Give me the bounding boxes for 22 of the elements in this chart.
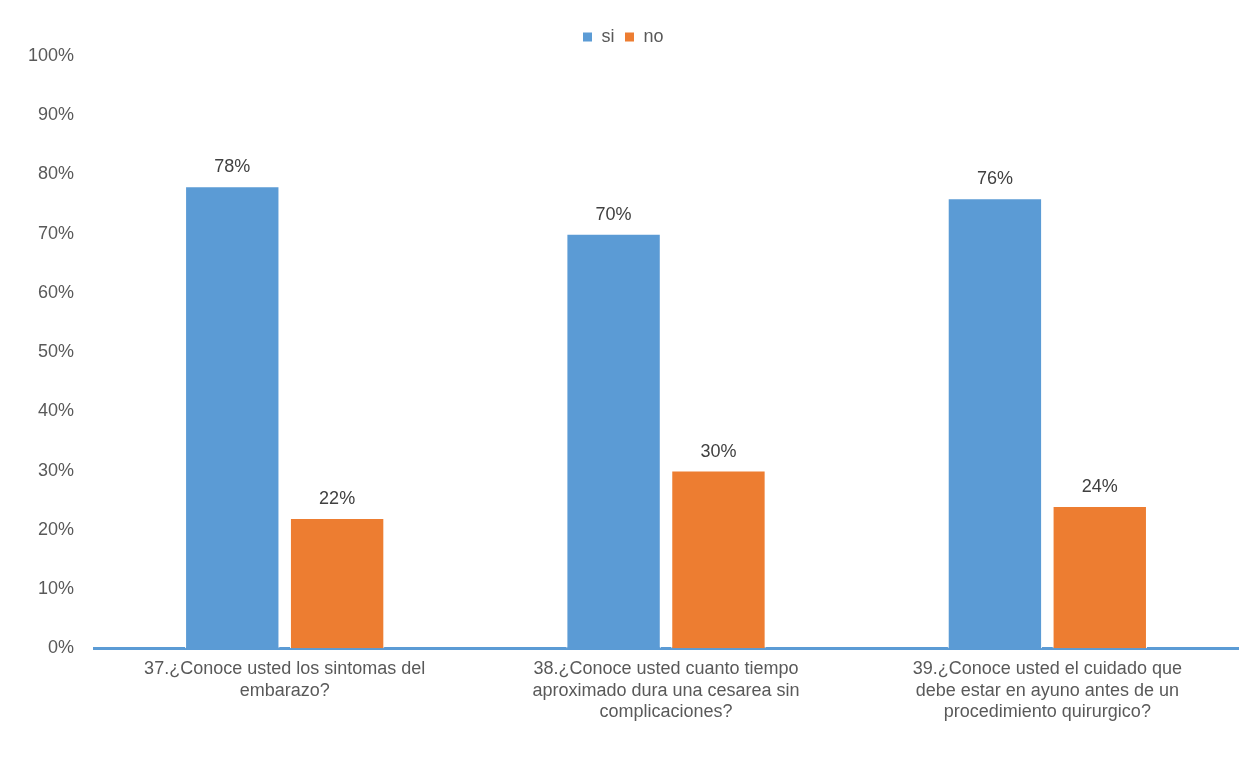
- y-tick-label: 80%: [38, 163, 75, 184]
- x-tick-label: 39.¿Conoce usted el cuidado que debe estar en ayuno antes de un procedimiento quirurgico?: [912, 657, 1182, 722]
- y-tick-label: 60%: [38, 281, 75, 302]
- data-label: 70%: [595, 203, 632, 224]
- y-tick-label: 50%: [38, 341, 75, 362]
- y-tick-label: 20%: [38, 518, 75, 539]
- y-tick-label: 70%: [38, 222, 75, 243]
- data-label: 24%: [1081, 476, 1118, 497]
- x-tick-label: 37.¿Conoce usted los sintomas del embarazo?: [144, 657, 426, 700]
- y-tick-label: 30%: [38, 459, 75, 480]
- legend-label: no: [643, 25, 664, 46]
- y-tick-label: 0%: [48, 637, 75, 658]
- data-label: 22%: [319, 487, 356, 508]
- y-tick-label: 90%: [38, 104, 75, 125]
- y-tick-label: 100%: [27, 44, 75, 65]
- data-label: 78%: [214, 156, 251, 177]
- data-label: 76%: [976, 168, 1013, 189]
- data-label: 30%: [700, 440, 737, 461]
- x-tick-label: 38.¿Conoce usted cuanto tiempo aproximado dura una cesarea sin complicaciones?: [532, 657, 800, 722]
- legend-label: si: [601, 25, 615, 46]
- y-tick-label: 40%: [38, 400, 75, 421]
- y-tick-label: 10%: [38, 577, 75, 598]
